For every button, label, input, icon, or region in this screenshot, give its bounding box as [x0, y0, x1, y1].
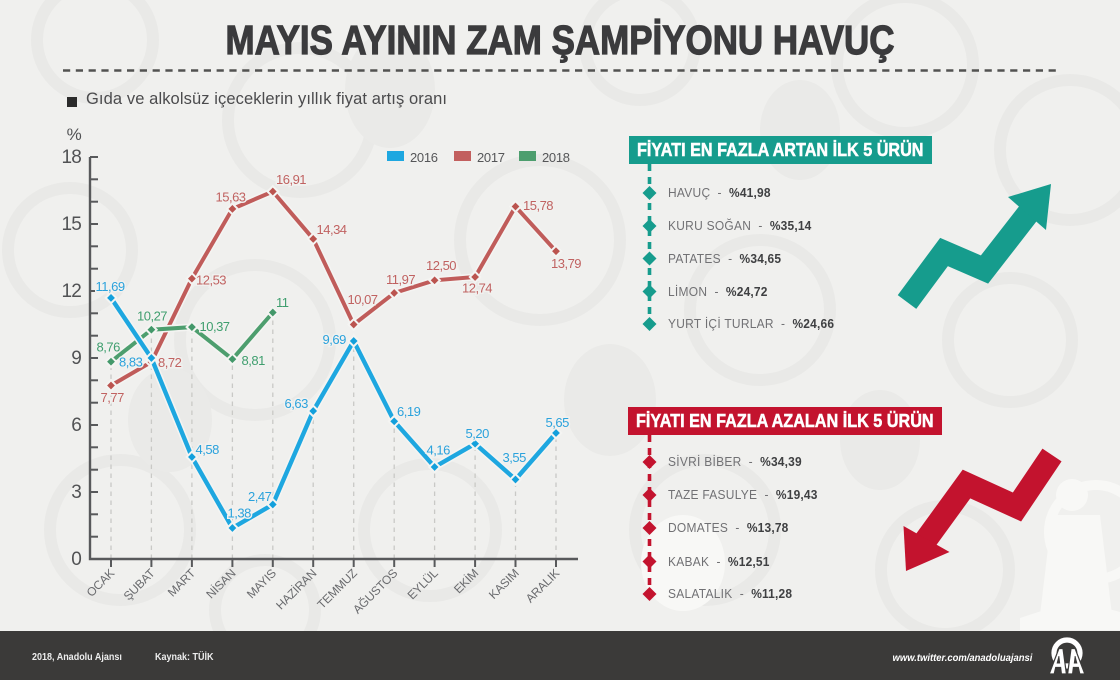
svg-text:2017: 2017: [477, 150, 505, 165]
svg-text:18: 18: [61, 147, 81, 168]
svg-text:4,16: 4,16: [427, 443, 451, 458]
svg-text:13,79: 13,79: [551, 256, 581, 271]
svg-text:MAYIS: MAYIS: [244, 566, 279, 601]
svg-text:ARALIK: ARALIK: [523, 566, 562, 605]
svg-text:12: 12: [61, 281, 81, 302]
svg-text:9: 9: [71, 348, 81, 369]
svg-text:8,72: 8,72: [158, 355, 182, 370]
svg-text:10,27: 10,27: [137, 309, 167, 324]
svg-text:15,63: 15,63: [216, 190, 246, 205]
svg-text:10,37: 10,37: [200, 319, 230, 334]
svg-text:12,74: 12,74: [462, 281, 492, 296]
svg-text:2016: 2016: [410, 150, 438, 165]
svg-text:NİSAN: NİSAN: [203, 566, 238, 601]
svg-text:12,50: 12,50: [426, 258, 456, 273]
svg-text:14,34: 14,34: [317, 222, 347, 237]
svg-text:11: 11: [276, 295, 289, 310]
svg-text:MART: MART: [165, 566, 199, 600]
svg-text:2018: 2018: [542, 150, 570, 165]
svg-text:%: %: [67, 125, 82, 144]
svg-text:EYLÜL: EYLÜL: [405, 566, 441, 602]
svg-text:2,47: 2,47: [248, 489, 272, 504]
svg-text:11,69: 11,69: [96, 279, 125, 294]
svg-text:3: 3: [71, 482, 81, 503]
svg-text:15: 15: [61, 214, 81, 235]
svg-text:6: 6: [71, 415, 81, 436]
svg-text:16,91: 16,91: [276, 172, 306, 187]
svg-text:ŞUBAT: ŞUBAT: [121, 566, 158, 603]
svg-text:8,81: 8,81: [242, 353, 266, 368]
svg-text:EKİM: EKİM: [451, 566, 481, 596]
svg-text:0: 0: [71, 549, 81, 570]
svg-text:8,83: 8,83: [119, 355, 143, 370]
svg-text:5,20: 5,20: [466, 426, 490, 441]
svg-text:4,58: 4,58: [196, 442, 220, 457]
svg-text:8,76: 8,76: [97, 340, 121, 355]
svg-text:KASIM: KASIM: [486, 566, 522, 602]
svg-text:3,55: 3,55: [503, 450, 527, 465]
svg-text:7,77: 7,77: [101, 390, 125, 405]
svg-text:OCAK: OCAK: [84, 566, 118, 600]
svg-text:1,38: 1,38: [228, 506, 252, 521]
svg-text:11,97: 11,97: [386, 272, 415, 287]
svg-text:15,78: 15,78: [523, 198, 553, 213]
svg-text:5,65: 5,65: [546, 415, 570, 430]
svg-text:10,07: 10,07: [348, 292, 378, 307]
svg-text:9,69: 9,69: [323, 332, 347, 347]
svg-text:6,19: 6,19: [397, 404, 421, 419]
svg-text:12,53: 12,53: [196, 273, 226, 288]
svg-text:AĞUSTOS: AĞUSTOS: [349, 565, 400, 616]
svg-text:HAZİRAN: HAZİRAN: [273, 566, 319, 612]
svg-text:6,63: 6,63: [285, 396, 309, 411]
